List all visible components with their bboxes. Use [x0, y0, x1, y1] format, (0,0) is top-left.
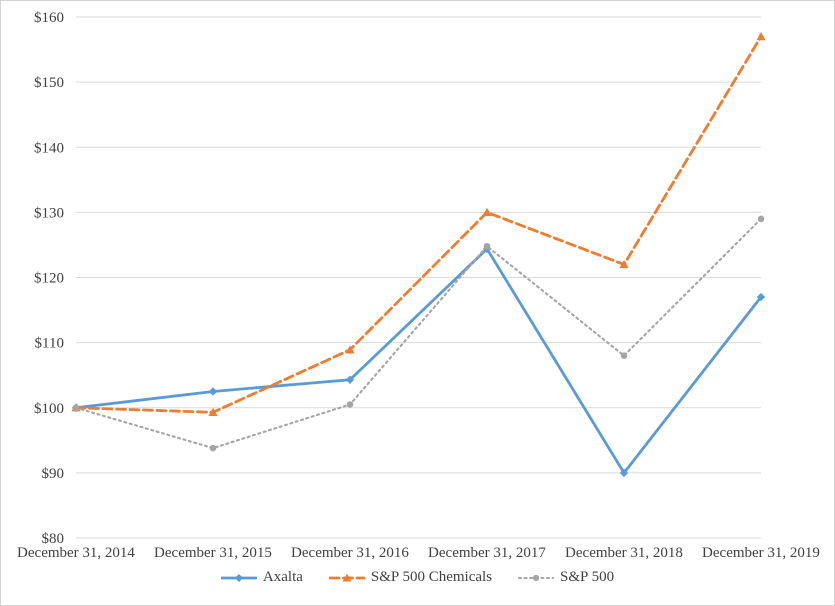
y-tick-label: $120 — [34, 271, 64, 287]
x-tick-label: December 31, 2016 — [291, 545, 409, 561]
legend-swatch-icon — [220, 573, 257, 582]
y-tick-label: $140 — [34, 140, 64, 156]
data-point-marker — [209, 444, 217, 452]
y-tick-label: $130 — [34, 205, 64, 221]
data-point-marker — [532, 574, 540, 581]
legend-item-s-p-500: S&P 500 — [518, 569, 614, 586]
chart-legend: Axalta S&P 500 Chemicals S&P 500 — [1, 569, 834, 586]
legend-label: S&P 500 Chemicals — [370, 569, 493, 585]
x-tick-label: December 31, 2017 — [428, 545, 546, 561]
x-tick-label: December 31, 2014 — [17, 545, 135, 561]
data-point-marker — [72, 404, 80, 412]
series-line — [74, 247, 763, 475]
y-tick-label: $100 — [34, 401, 64, 417]
data-point-marker — [342, 573, 352, 582]
data-point-marker — [234, 573, 243, 582]
series-line — [74, 217, 763, 450]
data-point-marker — [208, 407, 218, 416]
series-s-p-500 — [72, 215, 765, 452]
legend-swatch-icon — [328, 573, 365, 582]
series-line — [74, 35, 763, 414]
legend-swatch-icon — [518, 574, 555, 581]
y-tick-label: $80 — [42, 531, 65, 547]
data-point-marker — [346, 401, 354, 408]
x-tick-label: December 31, 2019 — [702, 545, 820, 561]
data-point-marker — [620, 352, 628, 359]
data-point-marker — [345, 375, 355, 384]
legend-item-axalta: Axalta — [220, 569, 303, 586]
data-point-marker — [757, 215, 765, 223]
data-point-marker — [208, 387, 218, 396]
data-point-marker — [756, 292, 766, 302]
series-s-p-500-chemicals — [71, 31, 766, 416]
y-tick-label: $90 — [42, 466, 65, 482]
data-point-marker — [483, 242, 491, 250]
y-tick-label: $150 — [34, 75, 64, 91]
data-point-marker — [482, 207, 492, 217]
data-point-marker — [619, 468, 629, 478]
x-tick-label: December 31, 2015 — [154, 545, 272, 561]
data-point-marker — [619, 259, 629, 269]
legend-label: Axalta — [262, 569, 303, 585]
data-point-marker — [345, 345, 355, 354]
y-tick-label: $110 — [35, 336, 64, 352]
x-tick-label: December 31, 2018 — [565, 545, 683, 561]
legend-label: S&P 500 — [560, 569, 615, 585]
legend-item-s-p-500-chemicals: S&P 500 Chemicals — [328, 569, 493, 586]
data-point-marker — [756, 31, 766, 41]
y-tick-label: $160 — [34, 10, 64, 26]
